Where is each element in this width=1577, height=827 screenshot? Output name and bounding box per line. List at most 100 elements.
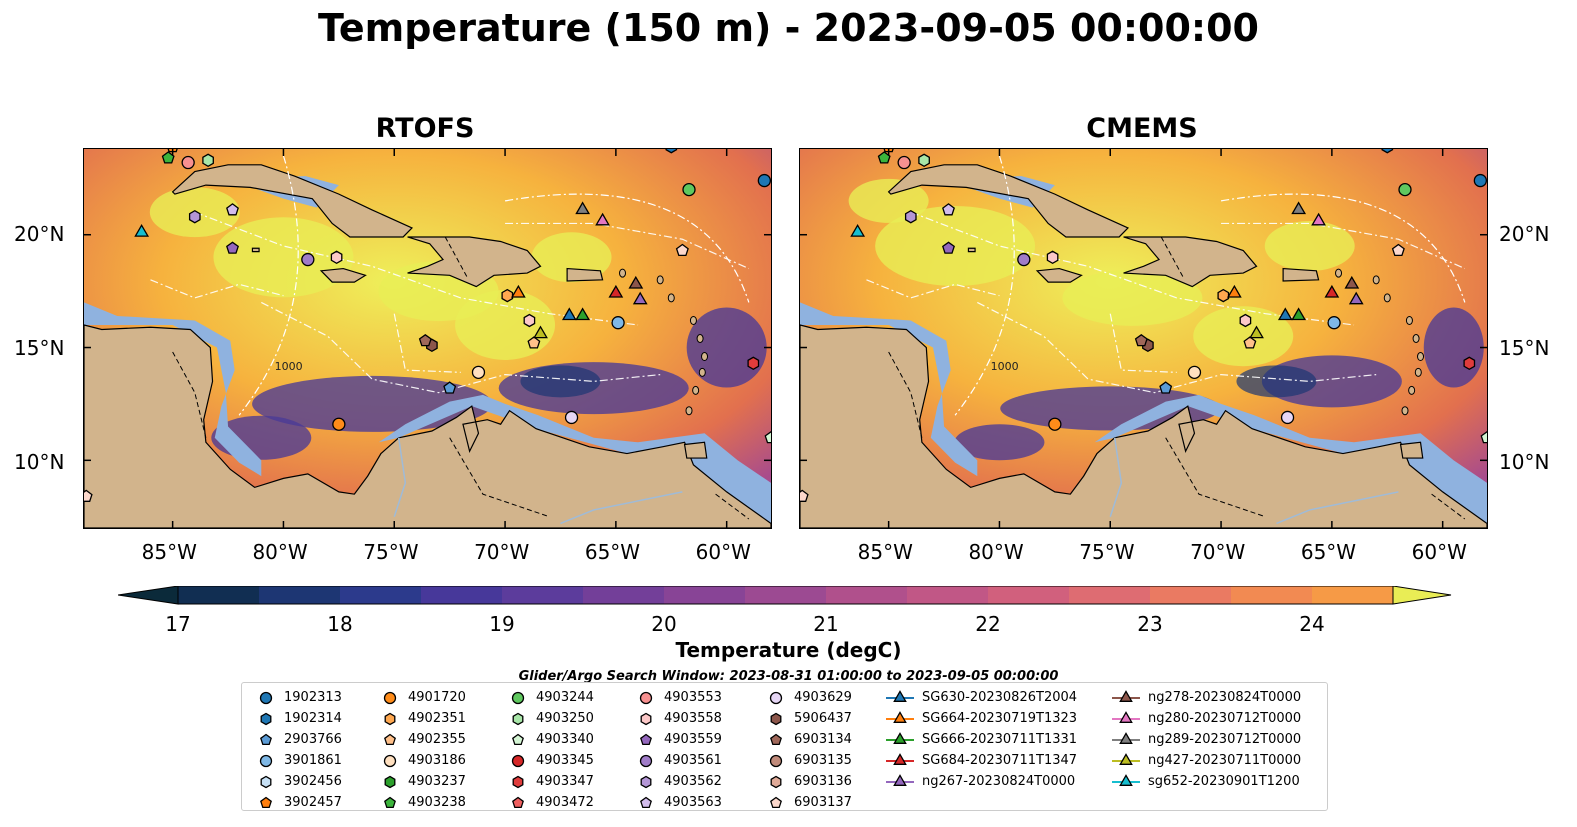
lon-tick-label: 85°W [141, 540, 197, 564]
legend-item: 1902314 [256, 708, 342, 729]
marker-sg652-20230901T1200 [850, 224, 866, 237]
eez-boundary [194, 211, 639, 326]
map-rtofs[interactable]: 1000 [79, 139, 778, 529]
marker-4902355 [527, 336, 541, 349]
legend-marker-icon [260, 733, 272, 745]
island [1372, 275, 1380, 285]
legend-item: SG666-20230711T1331 [886, 729, 1077, 750]
legend-marker-icon [512, 712, 524, 725]
colorbar-segment [502, 586, 584, 604]
legend-item: 6903134 [766, 729, 852, 750]
island [1417, 352, 1425, 362]
marker-4903629 [1280, 410, 1295, 425]
legend-marker-icon [769, 754, 783, 767]
marker-4903562 [904, 209, 917, 224]
marker-4903558 [330, 250, 343, 265]
marker-3901861 [611, 316, 625, 330]
legend-marker-icon [1112, 752, 1140, 765]
marker-sg652-20230901T1200 [134, 224, 150, 237]
lat-tick-right: 10°N [1499, 450, 1550, 474]
island [698, 367, 706, 377]
legend-marker-icon [511, 754, 525, 767]
land-cuba [887, 164, 1130, 238]
eez-boundary [1221, 222, 1466, 270]
lon-tick-label: 60°W [695, 540, 751, 564]
marker-ng278-20230824T0000 [628, 275, 644, 289]
legend-item: 4903561 [636, 750, 722, 771]
legend-label: 6903136 [794, 774, 852, 789]
legend-marker-icon [769, 691, 783, 704]
legend-column: ng278-20230824T0000 ng280-20230712T0000 ng… [1112, 687, 1301, 792]
eez-boundary [393, 313, 461, 373]
land-jam [1035, 267, 1083, 283]
legend-column: 4903553 4903558 4903559 4903561 4903562 49035… [636, 687, 722, 813]
legend-label: 6903137 [794, 795, 852, 810]
cool-water-region [1423, 307, 1484, 388]
colorbar [118, 586, 1452, 605]
marker-ng280-20230712T0000 [1311, 212, 1326, 226]
eez-boundary [910, 211, 1355, 326]
legend-column: SG630-20230826T2004 SG664-20230719T1323 SG… [886, 687, 1077, 792]
legend-item: SG630-20230826T2004 [886, 687, 1077, 708]
cool-water-region [954, 424, 1045, 461]
colorbar-segment [583, 586, 665, 604]
marker-4903186 [1187, 365, 1202, 379]
legend-marker-icon [384, 775, 396, 788]
legend-marker-icon [511, 691, 525, 704]
legend-item: 4903345 [508, 750, 594, 771]
legend-item: 4903563 [636, 792, 722, 813]
eez-boundary [504, 193, 750, 303]
warm-water-region [1264, 221, 1355, 272]
legend-label: sg652-20230901T1200 [1148, 774, 1300, 789]
legend-label: 4903345 [536, 753, 594, 768]
colorbar-tick-label: 20 [651, 612, 677, 636]
marker-ng289-20230712T0000 [1291, 201, 1307, 215]
legend-item: SG664-20230719T1323 [886, 708, 1077, 729]
legend-label: 4903629 [794, 690, 852, 705]
legend-label: 3902456 [284, 774, 342, 789]
legend-marker-icon [639, 754, 653, 767]
marker-SG630-20230826T2004 [1277, 307, 1293, 321]
marker-ng278-20230824T0000 [1344, 275, 1360, 289]
legend-label: SG664-20230719T1323 [922, 711, 1078, 726]
marker-ng280-20230712T0000 [595, 212, 610, 226]
legend-item: 5906437 [766, 708, 852, 729]
marker-ng289-20230712T0000 [575, 201, 591, 215]
legend-marker-icon [640, 733, 652, 745]
lon-tick-label: 85°W [857, 540, 913, 564]
legend-marker-icon [384, 733, 396, 745]
legend-marker-icon [1112, 773, 1140, 786]
river [1109, 437, 1123, 517]
legend-label: 4903347 [536, 774, 594, 789]
legend-column: 4901720 4902351 4902355 4903186 4903237 49032… [380, 687, 466, 813]
marker-4902355 [1243, 336, 1257, 349]
legend-marker-icon [384, 712, 396, 725]
legend-marker-icon [1112, 710, 1140, 723]
colorbar-tick-label: 24 [1299, 612, 1325, 636]
legend-marker-icon [512, 733, 524, 745]
legend-item: 4903186 [380, 750, 466, 771]
warm-water-region [213, 217, 354, 298]
legend-label: 4903553 [664, 690, 722, 705]
island [1414, 367, 1422, 377]
land-hisp [1123, 236, 1258, 288]
land-caymanish [967, 247, 976, 253]
legend-label: 5906437 [794, 711, 852, 726]
legend-label: ng278-20230824T0000 [1148, 690, 1302, 705]
legend-item: 2903766 [256, 729, 342, 750]
island [701, 352, 709, 362]
legend-marker-icon [259, 754, 273, 767]
marker-4903561 [1017, 252, 1031, 267]
marker-ng267-20230824T0000 [1348, 291, 1364, 305]
legend-label: 4901720 [408, 690, 466, 705]
lat-tick-left: 10°N [14, 450, 65, 474]
marker-SG684-20230711T1347 [1324, 284, 1340, 298]
legend-label: ng289-20230712T0000 [1148, 732, 1302, 747]
legend-item: 4903472 [508, 792, 594, 813]
lon-tick-label: 65°W [584, 540, 641, 564]
legend-label: 4903472 [536, 795, 594, 810]
marker-SG666-20230711T1331 [575, 307, 591, 321]
legend-marker-icon [512, 775, 524, 788]
marker-4901720 [1048, 417, 1062, 431]
map-cmems[interactable]: 1000 [795, 139, 1494, 529]
